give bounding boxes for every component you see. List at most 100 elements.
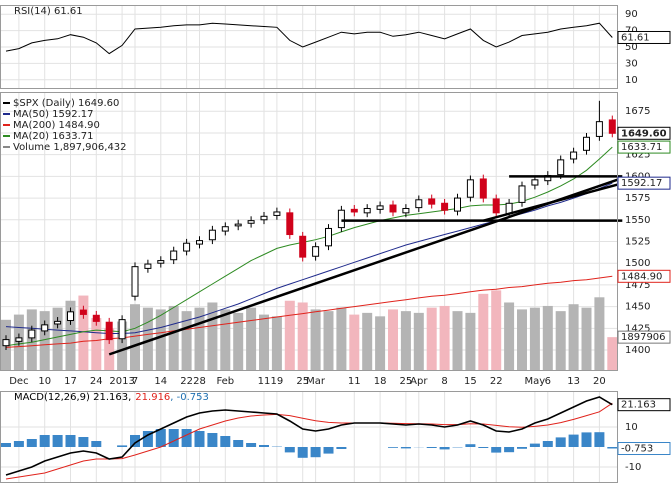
candle-body <box>441 202 449 211</box>
value-tag <box>617 269 671 283</box>
x-tick-label: 25 <box>296 376 309 387</box>
panel-frame <box>0 391 618 483</box>
volume-bar <box>91 318 102 370</box>
candle-body <box>15 337 23 342</box>
value-tag <box>617 398 671 412</box>
candle-body <box>105 321 113 341</box>
x-tick-label: 10 <box>38 376 51 387</box>
candle-body <box>273 211 281 216</box>
histogram-bar <box>594 432 605 447</box>
histogram-bar <box>607 447 618 449</box>
y-tick-label: 1475 <box>625 280 650 291</box>
candle-body <box>92 314 100 322</box>
candle-body <box>337 209 345 229</box>
legend: MA(20) 1633.71 <box>13 131 94 142</box>
histogram-bar <box>439 447 450 450</box>
legend-part: MACD(12,26,9) 21.163, <box>14 392 131 403</box>
histogram-bar <box>491 447 502 453</box>
candle-body <box>41 324 49 332</box>
candle-body <box>376 205 384 210</box>
y-tick-label: 90 <box>625 9 638 20</box>
y-tick-label: 10 <box>625 75 638 86</box>
volume-bar <box>78 295 89 370</box>
x-tick-label: 25 <box>400 376 413 387</box>
volume-bar <box>284 300 295 370</box>
candle-body <box>350 208 358 213</box>
histogram-bar <box>400 447 411 449</box>
volume-bar <box>336 307 347 370</box>
volume-bar <box>246 307 257 370</box>
x-tick-label: 22 <box>180 376 193 387</box>
volume-bar <box>555 311 566 370</box>
histogram-bar <box>465 444 476 447</box>
histogram-bar <box>155 429 166 447</box>
value-tag-label: 1484.90 <box>621 271 662 282</box>
y-tick-label: 1675 <box>625 106 650 117</box>
x-tick-label: 17 <box>64 376 77 387</box>
legend: MA(50) 1592.17 <box>13 109 94 120</box>
x-tick-label: 14 <box>154 376 167 387</box>
histogram-bar <box>168 429 179 447</box>
volume-bar <box>362 312 373 370</box>
y-tick-label: 1550 <box>625 215 650 226</box>
y-tick-label: 10 <box>625 422 638 433</box>
volume-bar <box>194 307 205 370</box>
histogram-bar <box>504 447 515 453</box>
x-tick-label: 11 <box>348 376 361 387</box>
x-tick-label: 28 <box>193 376 206 387</box>
value-tag-label: 1897906 <box>621 332 666 343</box>
legend-part: 21.916 <box>135 392 170 403</box>
candle-body <box>402 207 410 214</box>
volume-bar <box>529 307 540 370</box>
panel-frame <box>0 92 618 371</box>
histogram-bar <box>529 443 540 447</box>
histogram-bar <box>568 434 579 447</box>
candle-body <box>221 226 229 232</box>
volume-bar <box>168 305 179 370</box>
legend: MACD(12,26,9) 21.163, 21.916, -0.753 <box>14 392 209 403</box>
candle-body <box>531 179 539 186</box>
volume-bar <box>581 307 592 370</box>
volume-bar <box>207 302 218 370</box>
volume-bar <box>452 311 463 370</box>
candle-body <box>157 260 165 264</box>
histogram-bar <box>1 443 11 447</box>
volume-bar <box>542 305 553 370</box>
volume-bar <box>426 307 437 370</box>
x-tick-label: 11 <box>258 376 271 387</box>
histogram-bar <box>52 435 63 447</box>
candle-body <box>118 319 126 340</box>
rsi-line <box>5 22 613 55</box>
candle-body <box>286 212 294 236</box>
candle-body <box>583 136 590 151</box>
x-tick-label: 19 <box>271 376 284 387</box>
volume-bar <box>117 321 128 370</box>
x-tick-label: 2013 <box>109 376 134 387</box>
x-tick-label: 18 <box>374 376 387 387</box>
volume-bar <box>39 311 50 370</box>
candle-body <box>260 215 268 221</box>
candle-body <box>466 179 474 198</box>
candle-body <box>299 235 307 258</box>
candle-body <box>518 185 526 203</box>
histogram-bar <box>310 447 321 458</box>
histogram-bar <box>130 435 140 447</box>
value-tag <box>617 176 671 190</box>
value-tag <box>617 126 671 140</box>
x-tick-label: Dec <box>9 376 28 387</box>
volume-bar <box>142 307 153 370</box>
candle-body <box>479 178 487 199</box>
volume-bar <box>297 302 308 370</box>
y-tick-label: -10 <box>625 462 641 473</box>
x-tick-label: 13 <box>567 376 580 387</box>
signal-line <box>5 402 613 480</box>
y-tick-label: 30 <box>625 58 638 69</box>
value-tag-label: 61.61 <box>621 32 650 43</box>
y-tick-label: 1625 <box>625 150 650 161</box>
volume-bar <box>181 311 192 370</box>
histogram-bar <box>117 445 128 447</box>
histogram-bar <box>259 445 269 447</box>
candle-body <box>557 159 565 176</box>
x-tick-label: 7 <box>132 376 138 387</box>
candle-body <box>312 246 320 257</box>
